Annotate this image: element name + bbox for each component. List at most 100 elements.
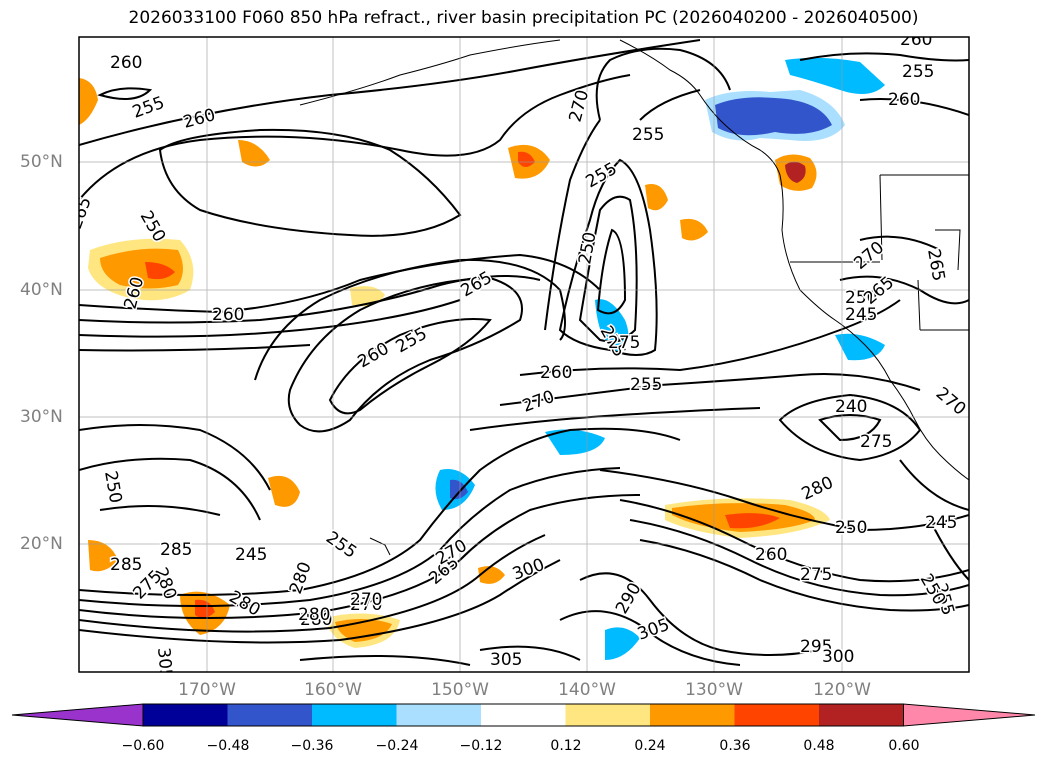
colorbar-frame [142, 703, 904, 727]
colorbar-tick-label: −0.12 [459, 738, 503, 754]
precip-negative-south [605, 627, 640, 660]
contour-label: 260 [900, 30, 932, 50]
colorbar-segment [143, 704, 228, 726]
colorbar-segment [396, 704, 481, 726]
contour-label: 290 [612, 579, 646, 617]
lon-label-130w: 130°W [685, 680, 743, 700]
colorbar-extend-low [11, 703, 144, 727]
colorbar-segment [565, 704, 650, 726]
colorbar-segment [227, 704, 312, 726]
precip-negative-nw-edge [785, 57, 885, 94]
contour-label: 275 [800, 565, 832, 585]
colorbar-tick-label: 0.12 [550, 738, 582, 754]
colorbar-segment [312, 704, 397, 726]
contour-label: 270 [850, 238, 888, 274]
contour-label: 300 [822, 647, 854, 667]
contour-label: 255 [393, 324, 431, 358]
map-frame [78, 36, 970, 673]
contour-label: 265 [458, 268, 496, 302]
contour-label: 305 [635, 615, 672, 645]
colorbar-segment [481, 704, 566, 726]
colorbar-segment [650, 704, 735, 726]
colorbar-tick-label: 0.60 [888, 738, 920, 754]
lat-label-30n: 30°N [20, 407, 63, 427]
contour-label: 275 [608, 333, 640, 353]
colorbar-extend-high [903, 703, 1036, 727]
contour-label: 260 [110, 53, 142, 73]
contour-label: 280 [286, 559, 316, 596]
precip-positive-j [478, 566, 505, 584]
lon-label-120w: 120°W [813, 680, 871, 700]
contour-label: 250 [100, 469, 125, 504]
refractivity-contours [79, 39, 969, 666]
contour-label: 245 [845, 305, 877, 325]
contour-label: 250 [835, 518, 867, 538]
contour-label: 265 [66, 194, 96, 231]
contour-label: 280 [799, 473, 837, 505]
precip-negative-tropic2-core [450, 479, 468, 500]
lon-label-150w: 150°W [431, 680, 489, 700]
colorbar-tick-label: 0.48 [803, 738, 835, 754]
contour-label: 265 [923, 247, 948, 282]
contour-label: 255 [902, 62, 934, 82]
contour-label: 255 [632, 125, 664, 145]
contour-label: 270 [932, 384, 970, 420]
contour-label: 260 [888, 90, 920, 110]
map-title: 2026033100 F060 850 hPa refract., river … [128, 8, 919, 28]
lon-label-160w: 160°W [304, 680, 362, 700]
lat-label-20n: 20°N [20, 534, 63, 554]
graticule [79, 37, 969, 672]
precip-negative-tropic [545, 429, 605, 455]
colorbar-tick-label: −0.36 [290, 738, 334, 754]
precip-positive-f [268, 475, 300, 507]
precipitation-shading [79, 57, 885, 660]
colorbar-tick-label: −0.24 [375, 738, 419, 754]
precip-positive-west2-red [145, 262, 175, 280]
contour-label: 280 [300, 610, 332, 630]
contour-label: 260 [755, 545, 787, 565]
contour-label: 250 [845, 288, 877, 308]
precip-negative-nw-core [715, 97, 832, 136]
contour-label: 275 [860, 432, 892, 452]
precip-positive-band-red [725, 513, 780, 529]
contour-label: 260 [540, 363, 572, 383]
contour-label: 260 [355, 339, 393, 373]
colorbar-segment [819, 704, 904, 726]
precip-positive-d [680, 218, 708, 241]
contour-label: 280 [226, 587, 264, 621]
contour-label: 240 [835, 397, 867, 417]
contour-label: 260 [212, 305, 244, 325]
contour-label: 280 [298, 605, 330, 625]
precip-positive-c [645, 184, 668, 211]
colorbar-tick-label: 0.36 [719, 738, 751, 754]
precip-positive-west [79, 78, 98, 125]
contour-label: 255 [322, 528, 360, 563]
contour-label: 245 [235, 545, 267, 565]
contour-label: 285 [160, 540, 192, 560]
contour-label: 285 [110, 555, 142, 575]
colorbar [11, 703, 1036, 727]
precip-positive-g [88, 540, 118, 572]
lat-label-50n: 50°N [20, 152, 63, 172]
contour-label: 255 [630, 375, 662, 395]
contour-label: 245 [925, 513, 957, 533]
lon-label-170w: 170°W [178, 680, 236, 700]
contour-label: 305 [490, 650, 522, 670]
contour-label: 305 [153, 647, 176, 681]
lon-label-140w: 140°W [558, 680, 616, 700]
colorbar-segment [734, 704, 819, 726]
precip-positive-a [238, 140, 270, 167]
contour-label: 295 [800, 637, 832, 657]
contour-label: 270 [566, 88, 594, 125]
colorbar-tick-label: 0.24 [634, 738, 666, 754]
contour-label: 300 [510, 555, 547, 585]
contour-label: 260 [181, 105, 218, 133]
precip-positive-b-core [518, 151, 535, 167]
colorbar-tick-label: −0.48 [206, 738, 250, 754]
contour-label: 270 [350, 590, 382, 610]
contour-label: 270 [520, 387, 557, 417]
contour-label: 250 [575, 230, 600, 265]
colorbar-tick-label: −0.60 [121, 738, 165, 754]
precip-positive-h-core [195, 599, 215, 618]
